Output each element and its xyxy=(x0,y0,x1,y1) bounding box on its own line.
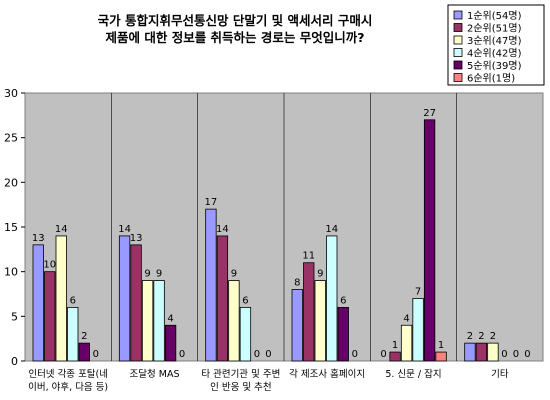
bar xyxy=(291,289,303,362)
legend-swatch xyxy=(453,10,463,20)
data-label: 14 xyxy=(216,224,229,235)
bar xyxy=(412,298,424,362)
data-label: 8 xyxy=(294,278,300,289)
legend-swatch xyxy=(453,35,463,45)
data-label: 9 xyxy=(317,269,323,280)
data-label: 1 xyxy=(392,340,398,351)
data-label: 0 xyxy=(265,349,271,360)
data-label: 4 xyxy=(403,313,409,324)
data-label: 2 xyxy=(490,331,496,342)
data-label: 6 xyxy=(242,295,248,306)
category-label: 타 관련기관 및 주변 xyxy=(201,368,280,380)
category-label: 조달청 MAS xyxy=(130,368,180,380)
chart-title-line-1: 국가 통합지휘무선통신망 단말기 및 액세서리 구매시 xyxy=(98,13,373,28)
bar xyxy=(118,235,131,362)
bar xyxy=(400,324,413,362)
legend-swatch xyxy=(453,73,463,82)
bar xyxy=(205,208,217,362)
bar xyxy=(389,351,401,362)
data-label: 1 xyxy=(438,340,444,351)
y-tick-label: 25 xyxy=(4,132,18,145)
data-label: 2 xyxy=(467,331,473,342)
legend-box xyxy=(447,4,545,86)
data-label: 9 xyxy=(231,269,237,280)
bar xyxy=(78,342,90,362)
bar xyxy=(337,306,349,362)
data-label: 13 xyxy=(32,233,45,244)
data-label: 9 xyxy=(156,269,162,280)
y-tick-label: 20 xyxy=(4,176,18,189)
bar xyxy=(153,280,165,362)
bar xyxy=(464,342,476,362)
data-label: 0 xyxy=(179,349,185,360)
bar xyxy=(141,280,154,362)
bar xyxy=(326,235,338,362)
bar xyxy=(487,342,499,362)
legend-swatch xyxy=(453,48,463,57)
data-label: 4 xyxy=(167,313,173,324)
bar xyxy=(216,235,229,362)
bar xyxy=(164,324,177,362)
category-label: 각 제조사 홈페이지 xyxy=(289,368,365,380)
y-tick-label: 10 xyxy=(4,266,18,279)
bar xyxy=(228,280,240,362)
bar xyxy=(423,119,436,362)
bar xyxy=(303,262,315,362)
legend: 1순위(54명)2순위(51명)3순위(47명)4순위(42명)5순위(39명)… xyxy=(447,4,545,86)
category-label: 인 반응 및 추천 xyxy=(210,381,272,393)
data-label: 14 xyxy=(118,224,131,235)
bar xyxy=(67,306,79,362)
bar xyxy=(435,351,447,362)
data-label: 6 xyxy=(70,295,76,306)
data-label: 9 xyxy=(144,269,150,280)
bar xyxy=(32,244,44,362)
data-label: 7 xyxy=(415,286,421,297)
data-label: 0 xyxy=(501,349,507,360)
data-label: 2 xyxy=(478,331,484,342)
bar xyxy=(55,235,67,362)
data-label: 0 xyxy=(513,349,519,360)
chart-title-line-2: 제품에 대한 정보를 취득하는 경로는 무엇입니까? xyxy=(105,30,364,45)
category-label: 인터넷 각종 포탈(네 xyxy=(28,368,108,380)
legend-label: 4순위(42명) xyxy=(467,47,522,60)
legend-label: 5순위(39명) xyxy=(467,59,522,72)
data-label: 0 xyxy=(352,349,358,360)
data-label: 0 xyxy=(254,349,260,360)
data-label: 11 xyxy=(302,251,315,262)
data-label: 2 xyxy=(81,331,87,342)
data-label: 0 xyxy=(524,349,530,360)
y-tick-label: 30 xyxy=(4,87,18,100)
category-label: 기타 xyxy=(491,369,509,380)
data-label: 0 xyxy=(93,349,99,360)
data-label: 10 xyxy=(43,260,56,271)
data-label: 14 xyxy=(55,224,68,235)
legend-label: 2순위(51명) xyxy=(467,22,522,35)
legend-swatch xyxy=(453,60,463,70)
y-tick-label: 0 xyxy=(11,355,18,368)
data-label: 13 xyxy=(130,233,143,244)
bar xyxy=(475,342,488,362)
data-label: 17 xyxy=(205,197,218,208)
data-label: 14 xyxy=(325,224,338,235)
bar xyxy=(314,280,326,362)
category-label: 이버, 야후, 다음 등) xyxy=(28,382,108,393)
y-tick-label: 15 xyxy=(4,221,18,234)
category-label: 5. 신문 / 잡지 xyxy=(385,368,441,380)
legend-label: 1순위(54명) xyxy=(467,9,522,22)
chart-title: 국가 통합지휘무선통신망 단말기 및 액세서리 구매시 제품에 대한 정보를 취… xyxy=(98,13,373,45)
data-label: 0 xyxy=(380,349,386,360)
data-label: 6 xyxy=(340,295,346,306)
legend-label: 3순위(47명) xyxy=(467,34,522,47)
y-tick-label: 5 xyxy=(11,310,18,323)
bar xyxy=(44,271,56,362)
data-label: 27 xyxy=(423,108,436,119)
legend-swatch xyxy=(453,23,463,32)
legend-label: 6순위(1명) xyxy=(467,72,515,85)
bar xyxy=(239,306,252,362)
bar xyxy=(130,244,142,362)
